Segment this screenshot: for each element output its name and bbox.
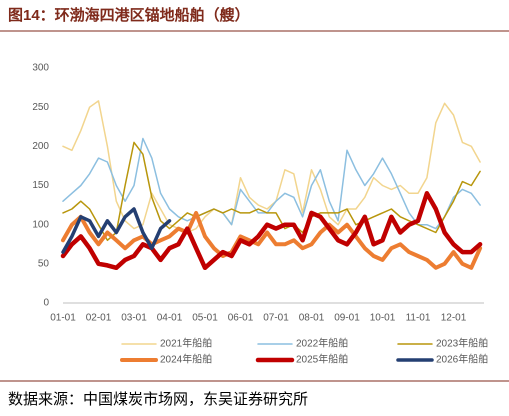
series-line [62, 137, 481, 230]
x-tick-label: 05-01 [192, 313, 218, 324]
y-tick-label: 150 [32, 180, 49, 191]
y-tick-label: 200 [32, 141, 49, 152]
x-tick-label: 12-01 [441, 313, 467, 324]
series-line [61, 207, 172, 254]
y-tick-label: 300 [32, 63, 49, 74]
legend-label: 2024年船舶 [160, 353, 212, 366]
y-tick-label: 100 [32, 219, 49, 230]
x-tick-label: 07-01 [263, 313, 289, 324]
series-line [60, 191, 483, 271]
y-tick-label: 0 [43, 298, 49, 309]
x-tick-label: 08-01 [299, 313, 325, 324]
series-line [61, 210, 483, 270]
legend-label: 2023年船舶 [436, 337, 488, 350]
chart-title: 图14：环渤海四港区锚地船舶（艘） [8, 6, 250, 24]
x-tick-label: 01-01 [50, 313, 76, 324]
y-tick-label: 50 [38, 258, 50, 269]
source: 数据来源：中国煤炭市场网，东吴证券研究所 [8, 391, 308, 408]
series-line [62, 100, 481, 234]
x-tick-label: 03-01 [121, 313, 147, 324]
x-tick-label: 04-01 [157, 313, 183, 324]
x-tick-label: 10-01 [370, 313, 396, 324]
legend-label: 2022年船舶 [296, 337, 348, 350]
series-line [62, 141, 481, 242]
legend-label: 2026年船舶 [436, 353, 488, 366]
x-tick-label: 06-01 [228, 313, 254, 324]
legend-label: 2025年船舶 [296, 353, 348, 366]
x-tick-label: 09-01 [334, 313, 360, 324]
y-tick-label: 250 [32, 102, 49, 113]
x-tick-label: 11-01 [406, 313, 431, 324]
x-tick-label: 02-01 [86, 313, 112, 324]
legend-label: 2021年船舶 [160, 337, 212, 350]
